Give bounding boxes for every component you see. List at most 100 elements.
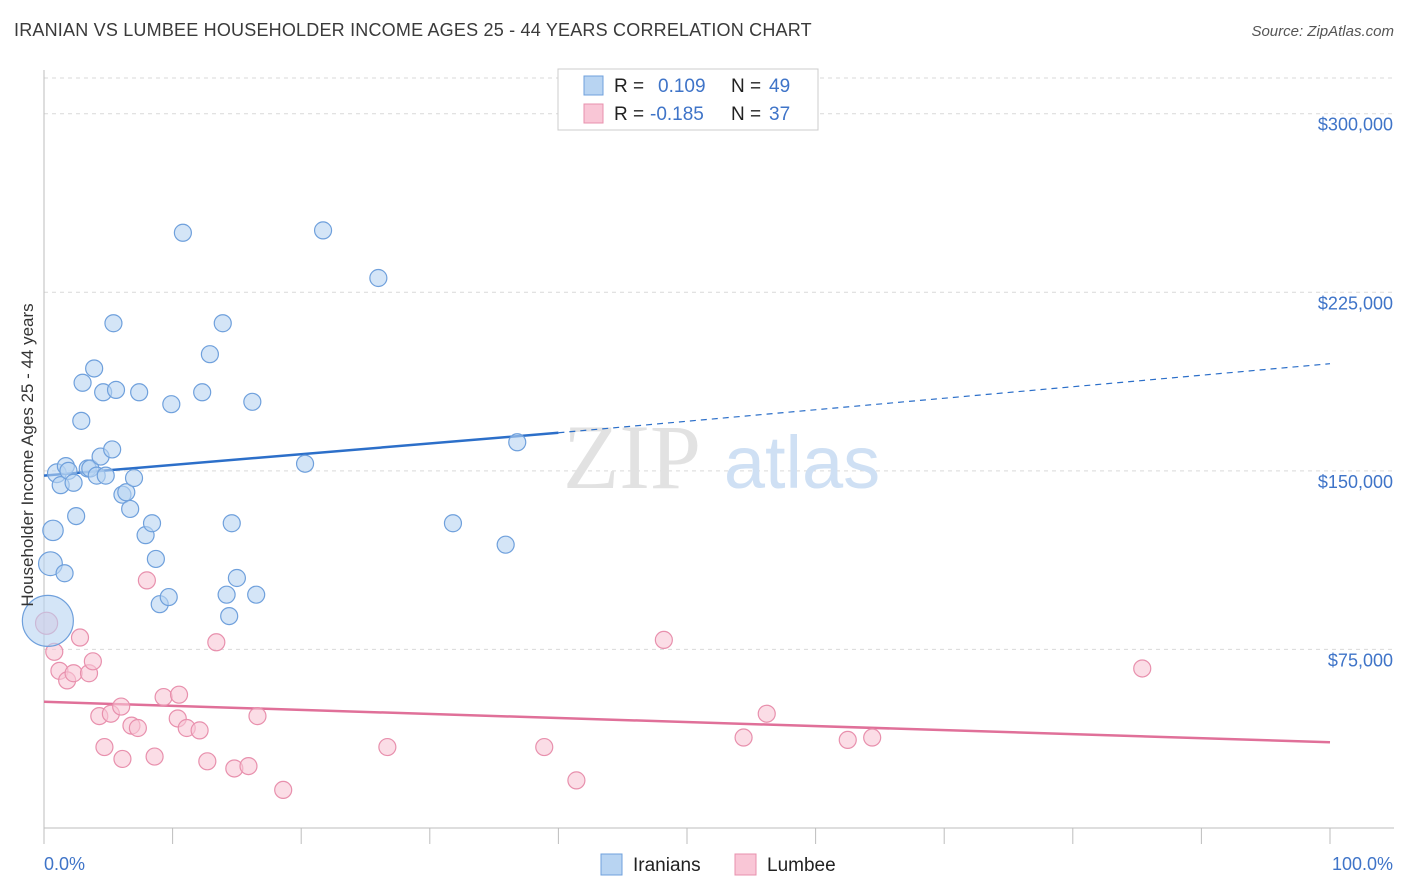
series-legend-swatch-lumbee bbox=[734, 853, 757, 876]
iranians-point bbox=[173, 223, 192, 242]
iranians-point bbox=[64, 473, 83, 492]
iranians-point bbox=[85, 359, 104, 378]
lumbee-point bbox=[1133, 659, 1152, 678]
series-legend-label-lumbee: Lumbee bbox=[767, 855, 836, 876]
legend-r-value-iranians: 0.109 bbox=[658, 76, 706, 97]
watermark: ZIP atlas bbox=[563, 406, 880, 508]
iranians-point bbox=[142, 514, 162, 533]
lumbee-point bbox=[154, 687, 173, 707]
lumbee-point bbox=[535, 737, 554, 757]
iranians-point bbox=[21, 594, 74, 647]
iranians-point bbox=[162, 395, 181, 414]
y-tick-label: $150,000 bbox=[1318, 472, 1393, 492]
iranians-point bbox=[42, 519, 64, 542]
lumbee-point bbox=[207, 633, 226, 652]
iranians-point bbox=[103, 440, 122, 459]
iranians-point bbox=[313, 221, 333, 240]
lumbee-point bbox=[838, 730, 857, 750]
y-tick-label: $75,000 bbox=[1328, 650, 1393, 670]
iranians-trend-line bbox=[43, 431, 559, 477]
iranians-point bbox=[227, 568, 246, 588]
lumbee-points bbox=[34, 571, 1152, 800]
lumbee-point bbox=[757, 704, 776, 723]
iranians-point bbox=[295, 454, 315, 473]
iranians-point bbox=[222, 514, 241, 533]
iranians-point bbox=[213, 314, 232, 333]
legend-n-label-lumbee: N = bbox=[731, 104, 761, 125]
iranians-point bbox=[55, 564, 74, 583]
lumbee-point bbox=[64, 664, 83, 683]
legend-swatch-iranians bbox=[583, 75, 604, 96]
y-tick-labels: $75,000 $150,000 $225,000 $300,000 bbox=[1318, 115, 1393, 671]
source-credit: Source: ZipAtlas.com bbox=[1251, 23, 1394, 40]
iranians-point bbox=[508, 433, 527, 452]
lumbee-point bbox=[113, 749, 132, 769]
y-tick-label: $300,000 bbox=[1318, 115, 1393, 135]
watermark-atlas: atlas bbox=[724, 421, 880, 504]
lumbee-trend-line bbox=[43, 700, 1331, 744]
y-axis-label: Householder Income Ages 25 - 44 years bbox=[18, 303, 37, 606]
iranians-point bbox=[104, 314, 123, 333]
lumbee-point bbox=[137, 571, 156, 590]
lumbee-point bbox=[95, 737, 114, 757]
iranians-point bbox=[124, 468, 144, 488]
legend-n-value-lumbee: 37 bbox=[769, 104, 790, 125]
iranians-points bbox=[21, 221, 527, 647]
series-legend-swatch-iranians bbox=[600, 853, 623, 876]
iranians-point bbox=[443, 514, 463, 533]
iranians-point bbox=[146, 549, 165, 569]
iranians-point bbox=[72, 411, 91, 430]
stats-legend: R = 0.109 N = 49 R = -0.185 N = 37 bbox=[557, 68, 819, 131]
series-legend: Iranians Lumbee bbox=[600, 853, 836, 876]
lumbee-point bbox=[145, 747, 164, 766]
x-axis-ticks bbox=[43, 828, 1331, 844]
iranians-point bbox=[247, 585, 266, 604]
lumbee-point bbox=[863, 728, 882, 747]
iranians-point bbox=[193, 383, 212, 402]
lumbee-point bbox=[83, 652, 102, 671]
iranians-point bbox=[220, 606, 239, 626]
grid-lines bbox=[44, 77, 1394, 650]
iranians-point bbox=[159, 587, 178, 607]
legend-n-value-iranians: 49 bbox=[769, 76, 790, 97]
lumbee-point bbox=[128, 718, 147, 738]
iranians-point bbox=[130, 383, 149, 402]
x-tick-labels: 0.0% 100.0% bbox=[44, 854, 1393, 874]
iranians-point bbox=[67, 506, 86, 526]
legend-r-value-lumbee: -0.185 bbox=[650, 104, 704, 125]
lumbee-point bbox=[70, 628, 90, 647]
lumbee-point bbox=[190, 721, 209, 740]
lumbee-point bbox=[654, 630, 673, 650]
legend-swatch-lumbee bbox=[583, 103, 604, 124]
iranians-point bbox=[217, 585, 236, 604]
lumbee-point bbox=[378, 737, 397, 757]
iranians-point bbox=[496, 535, 515, 554]
iranians-point bbox=[200, 345, 219, 364]
lumbee-point bbox=[248, 706, 267, 726]
iranians-point bbox=[96, 466, 115, 485]
x-tick-label-max: 100.0% bbox=[1332, 854, 1393, 874]
iranians-point bbox=[243, 392, 262, 411]
legend-n-label-iranians: N = bbox=[731, 76, 761, 97]
lumbee-point bbox=[274, 780, 293, 800]
x-tick-label-min: 0.0% bbox=[44, 854, 85, 874]
lumbee-point bbox=[112, 697, 131, 716]
iranians-point bbox=[106, 380, 126, 400]
lumbee-point bbox=[239, 756, 258, 776]
chart-title: IRANIAN VS LUMBEE HOUSEHOLDER INCOME AGE… bbox=[14, 20, 812, 40]
y-tick-label: $225,000 bbox=[1318, 293, 1393, 313]
axes bbox=[43, 70, 1394, 829]
watermark-zip: ZIP bbox=[563, 406, 701, 508]
legend-r-label-iranians: R = bbox=[614, 76, 644, 97]
series-legend-label-iranians: Iranians bbox=[633, 855, 701, 876]
lumbee-point bbox=[198, 752, 217, 771]
iranians-trend-extension bbox=[558, 363, 1331, 434]
lumbee-point bbox=[169, 685, 189, 704]
iranians-point bbox=[73, 373, 92, 392]
lumbee-point bbox=[734, 728, 753, 747]
iranians-point bbox=[369, 268, 388, 288]
iranians-point bbox=[121, 499, 140, 519]
legend-r-label-lumbee: R = bbox=[614, 104, 644, 125]
lumbee-point bbox=[567, 771, 586, 790]
